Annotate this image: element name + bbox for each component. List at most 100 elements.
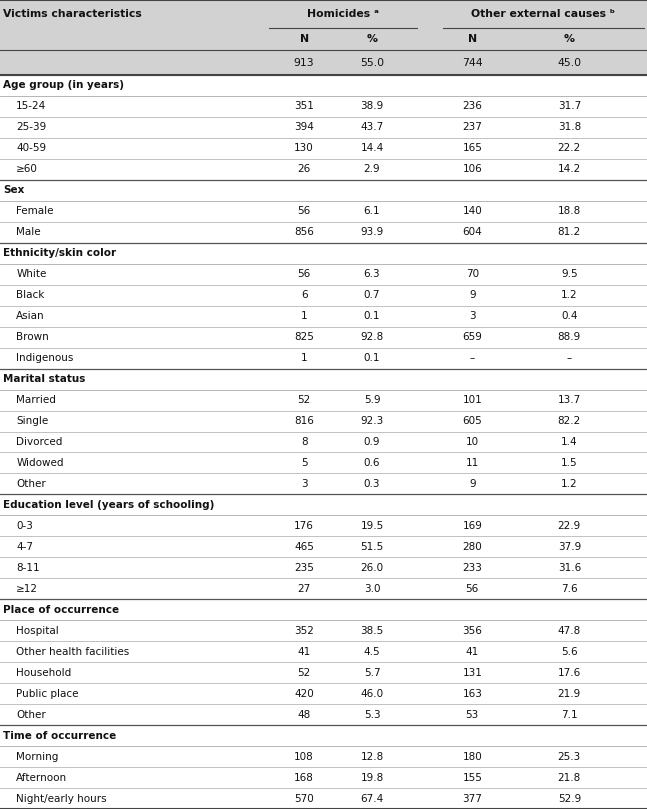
Text: 56: 56	[298, 206, 311, 216]
Text: 9.5: 9.5	[561, 269, 578, 279]
Text: 235: 235	[294, 563, 314, 573]
Text: Sex: Sex	[3, 185, 25, 195]
Text: –: –	[470, 353, 475, 363]
Text: 93.9: 93.9	[360, 227, 384, 237]
Text: Night/early hours: Night/early hours	[16, 794, 107, 803]
Text: 45.0: 45.0	[557, 57, 582, 67]
Text: 38.5: 38.5	[360, 625, 384, 636]
Text: 14.4: 14.4	[360, 143, 384, 154]
Text: 0.6: 0.6	[364, 458, 380, 468]
Text: 51.5: 51.5	[360, 542, 384, 552]
Text: 56: 56	[298, 269, 311, 279]
Text: 9: 9	[469, 479, 476, 489]
Text: 52.9: 52.9	[558, 794, 581, 803]
Text: 280: 280	[463, 542, 482, 552]
Text: 570: 570	[294, 794, 314, 803]
Text: 92.3: 92.3	[360, 416, 384, 426]
Text: 48: 48	[298, 709, 311, 720]
Text: 19.8: 19.8	[360, 773, 384, 782]
Text: 1.2: 1.2	[561, 290, 578, 300]
Text: Marital status: Marital status	[3, 374, 85, 384]
Text: Married: Married	[16, 395, 56, 405]
Text: 6: 6	[301, 290, 307, 300]
Text: ≥60: ≥60	[16, 164, 38, 175]
Text: Brown: Brown	[16, 332, 49, 342]
Text: 41: 41	[298, 646, 311, 657]
Text: Age group (in years): Age group (in years)	[3, 80, 124, 91]
Text: 47.8: 47.8	[558, 625, 581, 636]
Text: 356: 356	[463, 625, 482, 636]
Text: 5.9: 5.9	[364, 395, 380, 405]
Text: 31.7: 31.7	[558, 101, 581, 112]
Text: 2.9: 2.9	[364, 164, 380, 175]
Text: 81.2: 81.2	[558, 227, 581, 237]
Text: 5.7: 5.7	[364, 667, 380, 678]
Text: 25-39: 25-39	[16, 122, 47, 133]
Text: 1.4: 1.4	[561, 437, 578, 447]
Text: 46.0: 46.0	[360, 688, 384, 699]
Text: 21.9: 21.9	[558, 688, 581, 699]
Text: 12.8: 12.8	[360, 752, 384, 761]
Text: Household: Household	[16, 667, 71, 678]
Text: Place of occurrence: Place of occurrence	[3, 605, 119, 615]
Text: 38.9: 38.9	[360, 101, 384, 112]
Text: 5: 5	[301, 458, 307, 468]
Text: 3: 3	[301, 479, 307, 489]
Text: 31.6: 31.6	[558, 563, 581, 573]
Text: 176: 176	[294, 521, 314, 531]
Text: Victims characteristics: Victims characteristics	[3, 9, 142, 19]
Text: 3.0: 3.0	[364, 584, 380, 594]
Text: 92.8: 92.8	[360, 332, 384, 342]
Text: Widowed: Widowed	[16, 458, 63, 468]
Text: 169: 169	[463, 521, 482, 531]
Text: Male: Male	[16, 227, 41, 237]
Text: 7.6: 7.6	[561, 584, 578, 594]
Text: 41: 41	[466, 646, 479, 657]
Text: –: –	[567, 353, 572, 363]
Text: 15-24: 15-24	[16, 101, 47, 112]
Text: 180: 180	[463, 752, 482, 761]
Text: 6.3: 6.3	[364, 269, 380, 279]
Text: 465: 465	[294, 542, 314, 552]
Text: White: White	[16, 269, 47, 279]
Text: 1.5: 1.5	[561, 458, 578, 468]
Text: 604: 604	[463, 227, 482, 237]
Text: 1: 1	[301, 311, 307, 321]
Text: 420: 420	[294, 688, 314, 699]
Text: 1.2: 1.2	[561, 479, 578, 489]
Text: 659: 659	[463, 332, 482, 342]
Text: 825: 825	[294, 332, 314, 342]
Text: 70: 70	[466, 269, 479, 279]
Text: N: N	[300, 34, 309, 44]
Text: %: %	[564, 34, 575, 44]
Text: 4-7: 4-7	[16, 542, 33, 552]
Text: 0-3: 0-3	[16, 521, 33, 531]
Text: 605: 605	[463, 416, 482, 426]
Text: 101: 101	[463, 395, 482, 405]
Text: Time of occurrence: Time of occurrence	[3, 731, 116, 740]
Text: 88.9: 88.9	[558, 332, 581, 342]
Text: 352: 352	[294, 625, 314, 636]
Text: N: N	[468, 34, 477, 44]
Text: 67.4: 67.4	[360, 794, 384, 803]
Text: Female: Female	[16, 206, 54, 216]
Text: 27: 27	[298, 584, 311, 594]
Text: 18.8: 18.8	[558, 206, 581, 216]
Text: 0.9: 0.9	[364, 437, 380, 447]
Text: 82.2: 82.2	[558, 416, 581, 426]
Text: 131: 131	[463, 667, 482, 678]
Text: 0.7: 0.7	[364, 290, 380, 300]
Text: 52: 52	[298, 667, 311, 678]
Text: Ethnicity/skin color: Ethnicity/skin color	[3, 248, 116, 258]
Text: 377: 377	[463, 794, 482, 803]
Text: 7.1: 7.1	[561, 709, 578, 720]
Text: 106: 106	[463, 164, 482, 175]
Text: 108: 108	[294, 752, 314, 761]
Text: 744: 744	[462, 57, 483, 67]
Text: 351: 351	[294, 101, 314, 112]
Text: Morning: Morning	[16, 752, 58, 761]
Text: 9: 9	[469, 290, 476, 300]
Text: 10: 10	[466, 437, 479, 447]
Text: 37.9: 37.9	[558, 542, 581, 552]
Text: 6.1: 6.1	[364, 206, 380, 216]
